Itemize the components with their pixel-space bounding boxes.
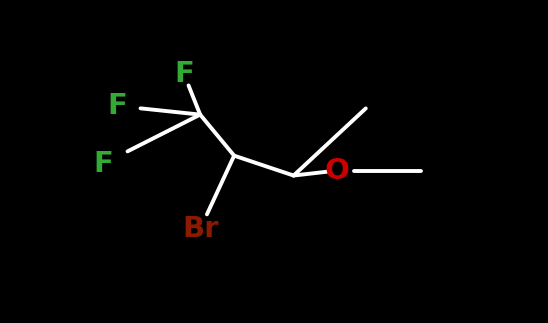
Text: F: F: [93, 150, 113, 178]
Text: F: F: [174, 60, 194, 88]
Text: F: F: [107, 92, 127, 120]
Text: Br: Br: [182, 215, 219, 243]
Text: O: O: [324, 157, 349, 184]
